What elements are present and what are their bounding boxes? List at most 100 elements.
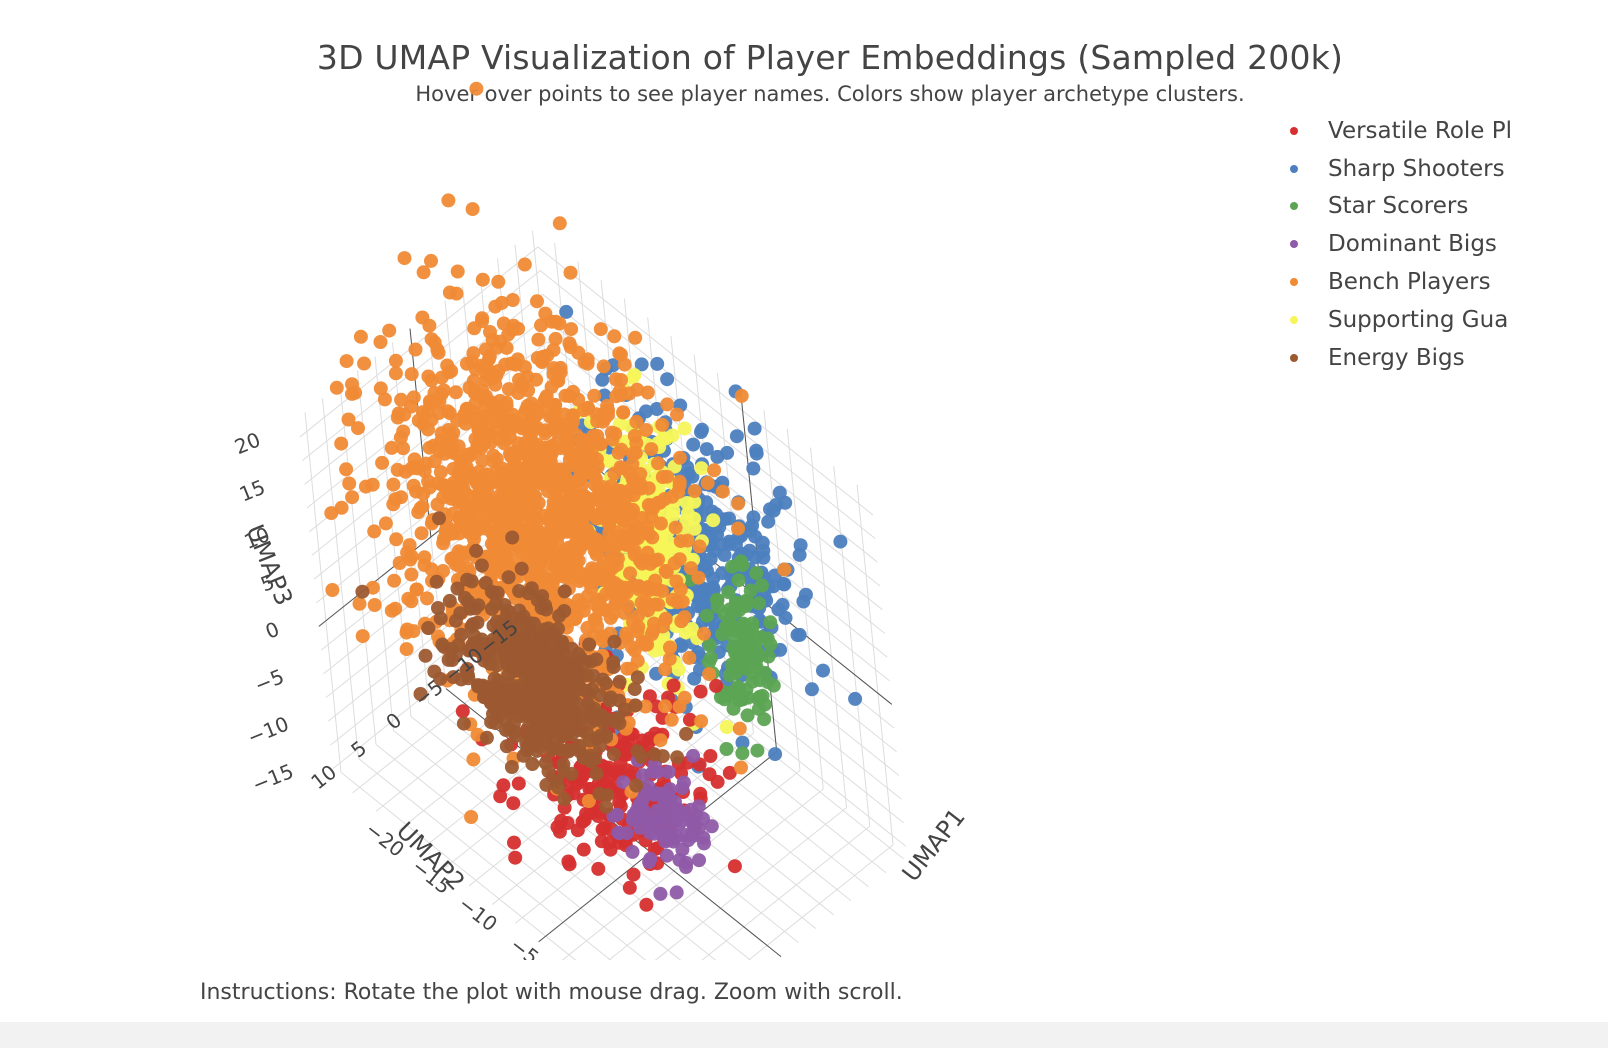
data-point[interactable] [355, 629, 370, 644]
data-point[interactable] [670, 750, 685, 765]
data-point[interactable] [589, 547, 604, 562]
data-point[interactable] [717, 692, 732, 707]
data-point[interactable] [769, 498, 783, 512]
data-point[interactable] [373, 381, 388, 396]
data-point[interactable] [590, 414, 605, 429]
data-point[interactable] [540, 672, 555, 686]
data-point[interactable] [517, 257, 532, 272]
data-point[interactable] [448, 613, 463, 628]
data-point[interactable] [673, 534, 688, 549]
data-point[interactable] [655, 417, 670, 432]
data-point[interactable] [766, 678, 781, 693]
data-point[interactable] [718, 607, 732, 622]
data-point[interactable] [483, 517, 498, 532]
data-point[interactable] [755, 535, 770, 550]
data-point[interactable] [559, 304, 574, 319]
data-point[interactable] [587, 612, 602, 627]
data-point[interactable] [334, 500, 349, 515]
data-point[interactable] [595, 672, 610, 687]
data-point[interactable] [556, 757, 571, 772]
data-point[interactable] [491, 274, 506, 289]
data-point[interactable] [671, 662, 686, 677]
data-point[interactable] [483, 325, 497, 339]
data-point[interactable] [619, 741, 634, 755]
data-point[interactable] [389, 532, 404, 547]
data-point[interactable] [644, 510, 659, 525]
data-point[interactable] [339, 462, 354, 477]
data-point[interactable] [497, 598, 512, 612]
data-point[interactable] [503, 486, 518, 501]
data-point[interactable] [687, 521, 702, 536]
data-point[interactable] [550, 646, 565, 661]
data-point[interactable] [699, 608, 714, 623]
data-point[interactable] [641, 603, 656, 618]
data-point[interactable] [464, 574, 479, 589]
data-point[interactable] [329, 380, 344, 395]
data-point[interactable] [430, 497, 445, 512]
data-point[interactable] [421, 621, 436, 635]
data-point[interactable] [610, 807, 624, 822]
data-point[interactable] [680, 496, 695, 510]
data-point[interactable] [677, 421, 692, 436]
legend-item[interactable]: Supporting Gua [1278, 301, 1608, 339]
data-point[interactable] [775, 597, 790, 612]
data-point[interactable] [668, 520, 683, 535]
data-point[interactable] [734, 388, 749, 403]
data-point[interactable] [413, 501, 428, 516]
data-point[interactable] [682, 650, 697, 665]
data-point[interactable] [536, 703, 550, 718]
data-point[interactable] [384, 603, 399, 618]
data-point[interactable] [572, 738, 586, 753]
data-point[interactable] [626, 867, 641, 882]
data-point[interactable] [470, 615, 485, 630]
data-point[interactable] [645, 530, 660, 545]
data-point[interactable] [580, 524, 595, 539]
data-point[interactable] [514, 561, 529, 576]
data-point[interactable] [543, 528, 558, 543]
data-point[interactable] [442, 406, 457, 421]
data-point[interactable] [651, 456, 665, 471]
data-point[interactable] [538, 714, 552, 729]
data-point[interactable] [468, 601, 483, 616]
data-point[interactable] [518, 669, 533, 684]
data-point[interactable] [585, 561, 600, 576]
data-point[interactable] [672, 450, 687, 465]
data-point[interactable] [751, 596, 766, 611]
data-point[interactable] [334, 436, 349, 451]
data-point[interactable] [576, 842, 591, 857]
data-point[interactable] [848, 691, 863, 706]
data-point[interactable] [694, 714, 709, 729]
data-point[interactable] [538, 391, 553, 406]
data-point[interactable] [581, 794, 596, 808]
data-point[interactable] [511, 509, 526, 524]
data-point[interactable] [710, 774, 725, 789]
data-point[interactable] [605, 432, 620, 447]
data-point[interactable] [607, 329, 622, 344]
data-point[interactable] [693, 684, 708, 699]
data-point[interactable] [627, 810, 641, 825]
data-point[interactable] [584, 446, 599, 461]
data-point[interactable] [596, 634, 611, 649]
data-point[interactable] [766, 579, 781, 594]
data-point[interactable] [721, 585, 736, 600]
data-point[interactable] [589, 652, 604, 667]
data-point[interactable] [388, 366, 403, 381]
data-point[interactable] [725, 629, 740, 644]
data-point[interactable] [400, 622, 415, 637]
data-point[interactable] [549, 701, 564, 715]
data-point[interactable] [792, 627, 807, 642]
data-point[interactable] [475, 272, 490, 287]
data-point[interactable] [625, 640, 639, 655]
data-point[interactable] [436, 536, 451, 551]
data-point[interactable] [378, 516, 393, 531]
data-point[interactable] [628, 698, 643, 713]
data-point[interactable] [339, 354, 354, 369]
data-point[interactable] [422, 440, 437, 455]
data-point[interactable] [352, 596, 367, 611]
data-point[interactable] [479, 730, 494, 745]
data-point[interactable] [684, 622, 699, 636]
data-point[interactable] [620, 537, 635, 552]
data-point[interactable] [355, 584, 370, 599]
data-point[interactable] [616, 405, 631, 420]
data-point[interactable] [614, 347, 628, 362]
